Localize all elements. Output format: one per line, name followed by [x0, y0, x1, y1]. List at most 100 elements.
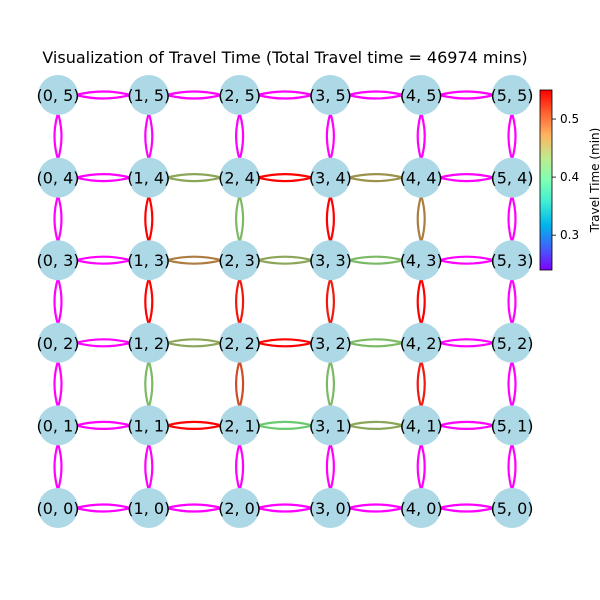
graph-node	[38, 405, 78, 446]
edge-horizontal	[438, 90, 495, 97]
graph-node	[38, 240, 78, 281]
colorbar-ticks: 0.3 0.4 0.5	[552, 112, 579, 242]
edge-horizontal	[438, 176, 495, 183]
colorbar-gradient	[539, 89, 553, 271]
edge-horizontal	[75, 93, 132, 100]
graph-node	[219, 322, 260, 363]
edge-vertical	[329, 443, 335, 491]
edge-horizontal	[438, 259, 495, 265]
edge-vertical	[53, 360, 60, 408]
edge-horizontal	[438, 93, 495, 100]
graph-node	[128, 157, 169, 198]
edge-vertical	[147, 112, 154, 160]
edge-horizontal	[348, 338, 404, 344]
graph-node	[310, 157, 351, 198]
edge-horizontal	[348, 176, 404, 183]
edge-vertical	[53, 112, 60, 160]
edge-horizontal	[75, 90, 132, 97]
edge-horizontal	[438, 503, 495, 510]
node-label: (1, 5)	[127, 86, 170, 105]
node-label: (5, 4)	[490, 169, 533, 188]
edge-horizontal	[75, 420, 132, 427]
node-label: (1, 0)	[127, 499, 170, 518]
node-label: (3, 3)	[309, 251, 352, 270]
edge-vertical	[325, 112, 332, 160]
edge-vertical	[53, 277, 60, 326]
edge-horizontal	[348, 424, 404, 430]
edge-horizontal	[75, 173, 132, 179]
edge-vertical	[238, 360, 245, 408]
edge-horizontal	[348, 506, 404, 513]
node-label: (1, 3)	[127, 251, 170, 270]
edge-vertical	[56, 195, 63, 243]
edge-vertical	[325, 360, 332, 408]
edge-vertical	[416, 360, 423, 408]
node-label: (5, 0)	[490, 499, 533, 518]
edge-horizontal	[166, 255, 222, 262]
edge-horizontal	[257, 506, 313, 513]
edge-horizontal	[257, 338, 313, 344]
edge-vertical	[56, 112, 63, 160]
graph-node	[219, 75, 260, 115]
edge-vertical	[416, 195, 423, 243]
edge-vertical	[147, 195, 154, 243]
node-label: (3, 2)	[309, 334, 352, 353]
edge-horizontal	[348, 255, 404, 262]
node-label: (1, 4)	[127, 169, 170, 188]
edge-vertical	[56, 360, 63, 408]
edge-vertical	[325, 195, 332, 243]
graph-node	[492, 405, 532, 446]
edge-horizontal	[166, 506, 222, 513]
edge-horizontal	[438, 173, 495, 179]
graph-node	[128, 488, 169, 528]
graph-node	[492, 75, 532, 115]
edge-horizontal	[348, 173, 404, 179]
edge-horizontal	[166, 259, 222, 265]
node-label: (1, 1)	[127, 416, 170, 435]
edge-vertical	[238, 277, 245, 326]
edge-vertical	[416, 277, 423, 326]
edge-vertical	[235, 112, 241, 160]
edge-horizontal	[438, 341, 495, 348]
node-label: (0, 5)	[36, 86, 79, 105]
edge-horizontal	[438, 255, 495, 262]
node-label: (5, 2)	[490, 334, 533, 353]
node-label: (5, 3)	[490, 251, 533, 270]
edge-vertical	[420, 277, 426, 326]
node-label: (4, 3)	[400, 251, 443, 270]
node-label: (4, 4)	[400, 169, 443, 188]
graph-node	[492, 322, 532, 363]
graph-node	[128, 405, 169, 446]
edge-horizontal	[348, 93, 404, 100]
edge-horizontal	[75, 506, 132, 513]
edge-vertical	[144, 112, 150, 160]
edge-vertical	[238, 195, 245, 243]
graph-node	[38, 322, 78, 363]
graph-node	[401, 405, 442, 446]
edge-vertical	[147, 277, 154, 326]
graph-node	[492, 240, 532, 281]
graph-node	[401, 157, 442, 198]
edge-vertical	[507, 112, 514, 160]
node-label: (4, 0)	[400, 499, 443, 518]
node-label: (3, 5)	[309, 86, 352, 105]
edge-horizontal	[75, 503, 132, 510]
node-label: (0, 2)	[36, 334, 79, 353]
graph-node	[310, 322, 351, 363]
edge-horizontal	[75, 255, 132, 262]
edge-vertical	[329, 360, 335, 408]
graph-node	[401, 240, 442, 281]
edge-horizontal	[75, 259, 132, 265]
node-label: (3, 4)	[309, 169, 352, 188]
edge-horizontal	[166, 93, 222, 100]
edge-vertical	[420, 195, 426, 243]
graph-node	[219, 405, 260, 446]
graph-node	[492, 488, 532, 528]
edge-horizontal	[166, 173, 222, 179]
edge-horizontal	[166, 90, 222, 97]
edge-vertical	[510, 195, 517, 243]
edge-horizontal	[348, 420, 404, 427]
edge-vertical	[238, 112, 245, 160]
edge-vertical	[56, 277, 63, 326]
edge-horizontal	[166, 176, 222, 183]
